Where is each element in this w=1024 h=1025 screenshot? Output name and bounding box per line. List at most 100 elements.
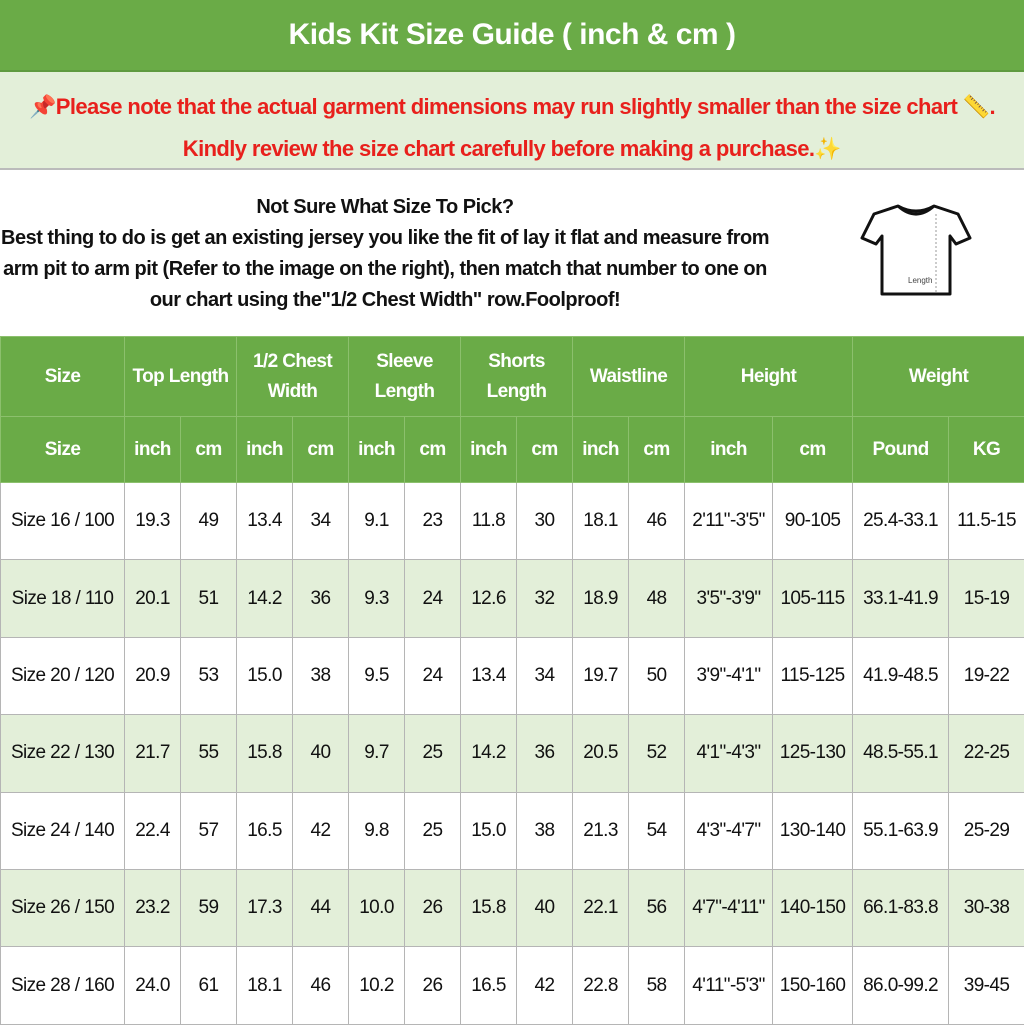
- size-cell: Size 26 / 150: [1, 869, 125, 946]
- table-cell: 38: [517, 792, 573, 869]
- table-cell: 22.8: [573, 947, 629, 1024]
- table-cell: 9.8: [349, 792, 405, 869]
- table-cell: 115-125: [773, 637, 853, 714]
- table-cell: 26: [405, 869, 461, 946]
- table-cell: 11.8: [461, 483, 517, 560]
- table-cell: 33.1-41.9: [853, 560, 949, 637]
- table-cell: 38: [293, 637, 349, 714]
- notice-line-1-end: .: [990, 94, 996, 119]
- table-cell: 40: [517, 869, 573, 946]
- table-cell: 13.4: [237, 483, 293, 560]
- table-cell: 51: [181, 560, 237, 637]
- table-cell: 49: [181, 483, 237, 560]
- table-cell: 14.2: [461, 715, 517, 792]
- table-cell: 4'1"-4'3": [685, 715, 773, 792]
- table-cell: 44: [293, 869, 349, 946]
- table-cell: 58: [629, 947, 685, 1024]
- table-cell: 13.4: [461, 637, 517, 714]
- subheader-inch: inch: [237, 417, 293, 483]
- table-cell: 30: [517, 483, 573, 560]
- table-cell: 19.3: [125, 483, 181, 560]
- tshirt-measure-image: Length: [860, 200, 972, 300]
- table-cell: 15.8: [237, 715, 293, 792]
- table-cell: 18.1: [573, 483, 629, 560]
- table-cell: 25-29: [949, 792, 1024, 869]
- table-cell: 50: [629, 637, 685, 714]
- table-cell: 24: [405, 637, 461, 714]
- subheader-size: Size: [1, 417, 125, 483]
- table-cell: 32: [517, 560, 573, 637]
- subheader-inch: inch: [125, 417, 181, 483]
- table-cell: 30-38: [949, 869, 1024, 946]
- table-cell: 3'9"-4'1": [685, 637, 773, 714]
- subheader-cm: cm: [773, 417, 853, 483]
- notice-line-2: Kindly review the size chart carefully b…: [183, 136, 815, 161]
- table-cell: 4'11"-5'3": [685, 947, 773, 1024]
- table-cell: 42: [517, 947, 573, 1024]
- table-cell: 140-150: [773, 869, 853, 946]
- size-cell: Size 28 / 160: [1, 947, 125, 1024]
- notice-banner: 📌Please note that the actual garment dim…: [0, 70, 1024, 170]
- header-sleeve-length: Sleeve Length: [349, 337, 461, 417]
- subheader-inch: inch: [573, 417, 629, 483]
- table-cell: 20.5: [573, 715, 629, 792]
- table-cell: 24.0: [125, 947, 181, 1024]
- info-body: Best thing to do is get an existing jers…: [0, 223, 770, 316]
- table-cell: 66.1-83.8: [853, 869, 949, 946]
- table-cell: 105-115: [773, 560, 853, 637]
- table-cell: 22-25: [949, 715, 1024, 792]
- table-cell: 4'7"-4'11": [685, 869, 773, 946]
- table-cell: 46: [629, 483, 685, 560]
- table-cell: 9.1: [349, 483, 405, 560]
- subheader-inch: inch: [349, 417, 405, 483]
- table-cell: 55: [181, 715, 237, 792]
- table-cell: 25.4-33.1: [853, 483, 949, 560]
- table-cell: 90-105: [773, 483, 853, 560]
- table-cell: 23.2: [125, 869, 181, 946]
- size-cell: Size 20 / 120: [1, 637, 125, 714]
- table-cell: 4'3"-4'7": [685, 792, 773, 869]
- info-heading: Not Sure What Size To Pick?: [0, 192, 770, 223]
- table-cell: 15.0: [237, 637, 293, 714]
- size-cell: Size 24 / 140: [1, 792, 125, 869]
- subheader-cm: cm: [405, 417, 461, 483]
- header-shorts-length: Shorts Length: [461, 337, 573, 417]
- table-cell: 61: [181, 947, 237, 1024]
- table-cell: 56: [629, 869, 685, 946]
- table-cell: 48.5-55.1: [853, 715, 949, 792]
- table-cell: 21.3: [573, 792, 629, 869]
- table-cell: 41.9-48.5: [853, 637, 949, 714]
- table-cell: 19-22: [949, 637, 1024, 714]
- table-cell: 42: [293, 792, 349, 869]
- table-cell: 125-130: [773, 715, 853, 792]
- header-waistline: Waistline: [573, 337, 685, 417]
- table-cell: 22.1: [573, 869, 629, 946]
- subheader-inch: inch: [685, 417, 773, 483]
- table-cell: 22.4: [125, 792, 181, 869]
- table-cell: 20.9: [125, 637, 181, 714]
- subheader-cm: cm: [517, 417, 573, 483]
- table-cell: 46: [293, 947, 349, 1024]
- table-cell: 9.3: [349, 560, 405, 637]
- subheader-cm: cm: [629, 417, 685, 483]
- size-cell: Size 22 / 130: [1, 715, 125, 792]
- table-cell: 34: [293, 483, 349, 560]
- table-cell: 18.9: [573, 560, 629, 637]
- table-cell: 52: [629, 715, 685, 792]
- table-cell: 26: [405, 947, 461, 1024]
- table-cell: 15.8: [461, 869, 517, 946]
- subheader-cm: cm: [293, 417, 349, 483]
- size-cell: Size 16 / 100: [1, 483, 125, 560]
- table-cell: 16.5: [237, 792, 293, 869]
- subheader-cm: cm: [181, 417, 237, 483]
- table-cell: 10.0: [349, 869, 405, 946]
- table-cell: 12.6: [461, 560, 517, 637]
- subheader-kg: KG: [949, 417, 1024, 483]
